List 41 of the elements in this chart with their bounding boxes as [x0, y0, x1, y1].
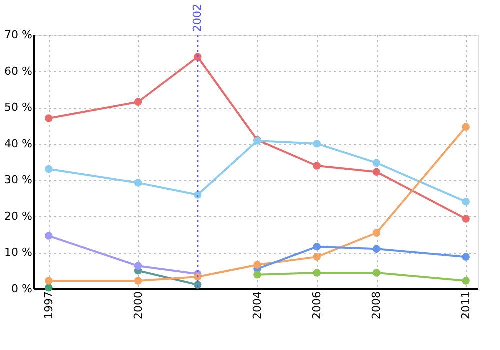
y-tick-label: 60 % [4, 64, 32, 78]
y-tick-label: 10 % [4, 246, 32, 260]
y-tick-label: 30 % [4, 174, 32, 187]
point [254, 261, 262, 269]
point [134, 262, 142, 270]
point [45, 165, 53, 174]
point [134, 277, 142, 285]
point [45, 277, 53, 285]
x-tick-label: 2006 [310, 292, 324, 320]
y-tick-label: 40 % [4, 137, 32, 150]
point [134, 98, 142, 106]
point [372, 245, 381, 253]
point [372, 159, 381, 167]
point [313, 253, 321, 261]
point [313, 140, 321, 148]
point [45, 284, 53, 292]
x-tick-label: 2000 [132, 292, 145, 320]
x-tick-label: 2004 [250, 292, 264, 320]
point [313, 162, 321, 170]
point [372, 168, 381, 176]
y-tick-label: 20 % [4, 210, 32, 223]
x-tick-label: 2011 [460, 292, 473, 320]
y-tick-label: 0 % [12, 282, 32, 296]
y-tick-label: 70 % [4, 28, 32, 42]
point [254, 270, 262, 279]
point [462, 198, 470, 206]
point [372, 269, 381, 277]
point [45, 232, 53, 240]
point [313, 269, 321, 277]
point [372, 229, 381, 237]
point [462, 277, 470, 285]
point [45, 114, 53, 122]
x-tick-label: 1997 [42, 292, 56, 320]
y-tick-label: 50 % [4, 101, 32, 114]
ref-line-label: 2002 [190, 4, 204, 32]
x-tick-label: 2008 [370, 292, 384, 320]
point [462, 215, 470, 223]
point [462, 123, 470, 132]
point [134, 179, 142, 187]
point [313, 243, 321, 251]
point [462, 253, 470, 261]
